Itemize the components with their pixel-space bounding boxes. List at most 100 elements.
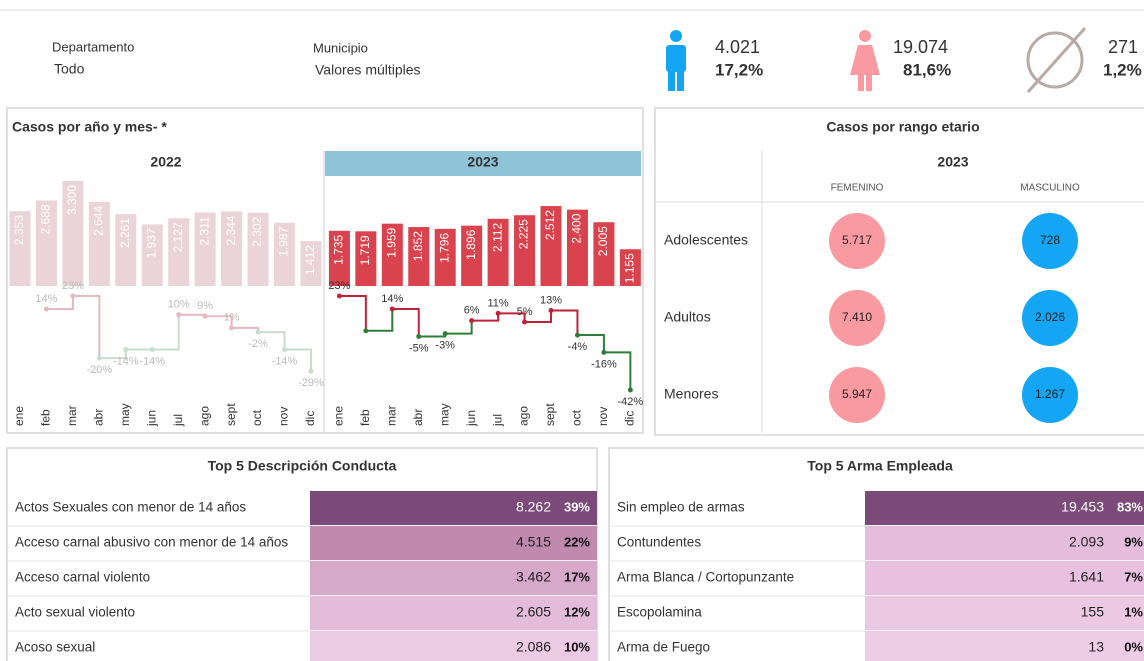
bar xyxy=(355,231,377,286)
bar xyxy=(461,225,483,286)
filter-value[interactable]: Todo xyxy=(54,61,85,77)
bar xyxy=(619,249,641,286)
cell-share: 17% xyxy=(564,569,590,584)
x-tick-label: nov xyxy=(596,407,610,426)
cell-value: 155 xyxy=(1081,604,1105,620)
step-point xyxy=(389,306,395,312)
circle-mark xyxy=(829,367,885,423)
change-label: -20% xyxy=(87,364,113,376)
year-highlight xyxy=(325,151,641,176)
bar-label: 2.127 xyxy=(171,222,185,252)
step-point xyxy=(495,310,501,316)
row-label: Acoso sexual xyxy=(15,640,95,655)
step-point xyxy=(363,328,369,334)
x-tick-label: ago xyxy=(517,406,531,426)
bar-label: 2.688 xyxy=(39,204,53,234)
cell-bar xyxy=(865,596,1144,630)
x-tick-label: mar xyxy=(384,405,398,426)
change-label: 23% xyxy=(62,280,84,292)
chart-title: Top 5 Descripción Conducta xyxy=(208,458,397,474)
circle-mark xyxy=(1022,367,1078,423)
step-line xyxy=(72,295,101,359)
step-point xyxy=(336,293,342,299)
step-line xyxy=(46,296,74,311)
step-point xyxy=(70,293,76,299)
x-tick-label: abr xyxy=(92,409,106,426)
x-tick-label: dic xyxy=(303,411,317,426)
step-point xyxy=(43,306,49,312)
step-line xyxy=(99,349,127,360)
step-line xyxy=(284,348,312,372)
row-label: Arma de Fuego xyxy=(617,640,710,655)
x-tick-label: oct xyxy=(570,409,584,426)
bar-label: 3.300 xyxy=(65,185,79,215)
bar xyxy=(141,224,163,286)
cell-value: 13 xyxy=(1088,639,1104,655)
circle-label: 5.717 xyxy=(842,233,872,247)
kpi-share: 1,2% xyxy=(1103,60,1142,79)
column-header: MASCULINO xyxy=(1020,183,1080,194)
bar-label: 1.719 xyxy=(358,235,372,265)
row-label: Sin empleo de armas xyxy=(617,500,745,515)
x-tick-label: sept xyxy=(543,403,557,426)
bar xyxy=(514,215,536,286)
cell-bar xyxy=(865,561,1144,595)
step-line xyxy=(365,309,394,332)
step-line xyxy=(339,295,367,331)
bar-label: 2.311 xyxy=(197,216,211,245)
cell-value: 2.093 xyxy=(1069,534,1104,550)
bar-label: 1.796 xyxy=(437,233,451,263)
x-tick-label: mar xyxy=(65,405,79,426)
cell-share: 0% xyxy=(1124,639,1143,654)
row-label: Acceso carnal violento xyxy=(15,570,150,585)
cell-value: 4.515 xyxy=(516,534,551,550)
circle-label: 7.410 xyxy=(842,310,872,324)
change-label: -4% xyxy=(568,341,588,353)
change-label: 23% xyxy=(328,280,350,292)
row-label: Adolescentes xyxy=(664,232,748,248)
year-header: 2022 xyxy=(150,154,181,170)
change-label: 11% xyxy=(487,297,508,309)
step-line xyxy=(551,309,579,336)
row-label: Actos Sexuales con menor de 14 años xyxy=(15,500,246,515)
bar xyxy=(274,222,295,286)
bar xyxy=(593,222,615,286)
bar-label: 1.937 xyxy=(144,228,158,258)
x-tick-label: oct xyxy=(250,409,264,426)
cell-bar xyxy=(310,631,597,661)
change-label: -5% xyxy=(409,342,429,354)
bar-label: 2.644 xyxy=(92,206,106,236)
bar xyxy=(434,228,456,286)
step-line xyxy=(603,351,632,390)
x-tick-label: abr xyxy=(411,409,425,426)
step-line xyxy=(152,314,180,351)
step-point xyxy=(282,347,287,353)
circle-label: 5.947 xyxy=(842,387,872,401)
change-label: 10% xyxy=(168,299,190,311)
step-line xyxy=(577,334,605,353)
bar-label: 2.005 xyxy=(596,226,610,256)
cell-bar xyxy=(310,596,597,630)
kpi-count: 4.021 xyxy=(715,37,760,57)
bar-label: 2.261 xyxy=(118,218,132,248)
bar-label: 1.412 xyxy=(303,245,317,275)
bar xyxy=(566,209,588,286)
change-label: -14% xyxy=(272,355,298,367)
cell-bar xyxy=(310,526,597,560)
cell-value: 2.086 xyxy=(516,639,551,655)
change-label: 13% xyxy=(540,294,562,306)
change-label: 1% xyxy=(224,312,240,324)
bar xyxy=(168,218,190,286)
step-line xyxy=(205,315,233,328)
bar-label: 2.302 xyxy=(250,216,264,246)
filter-value[interactable]: Valores múltiples xyxy=(315,62,421,78)
x-tick-label: feb xyxy=(39,409,53,426)
kpi-share: 81,6% xyxy=(903,60,951,79)
x-tick-label: may xyxy=(118,403,132,426)
chart-title: Casos por año y mes- * xyxy=(12,119,167,135)
step-point xyxy=(469,318,475,324)
x-tick-label: may xyxy=(437,403,451,426)
circle-mark xyxy=(1022,290,1078,346)
x-tick-label: jun xyxy=(144,410,158,427)
